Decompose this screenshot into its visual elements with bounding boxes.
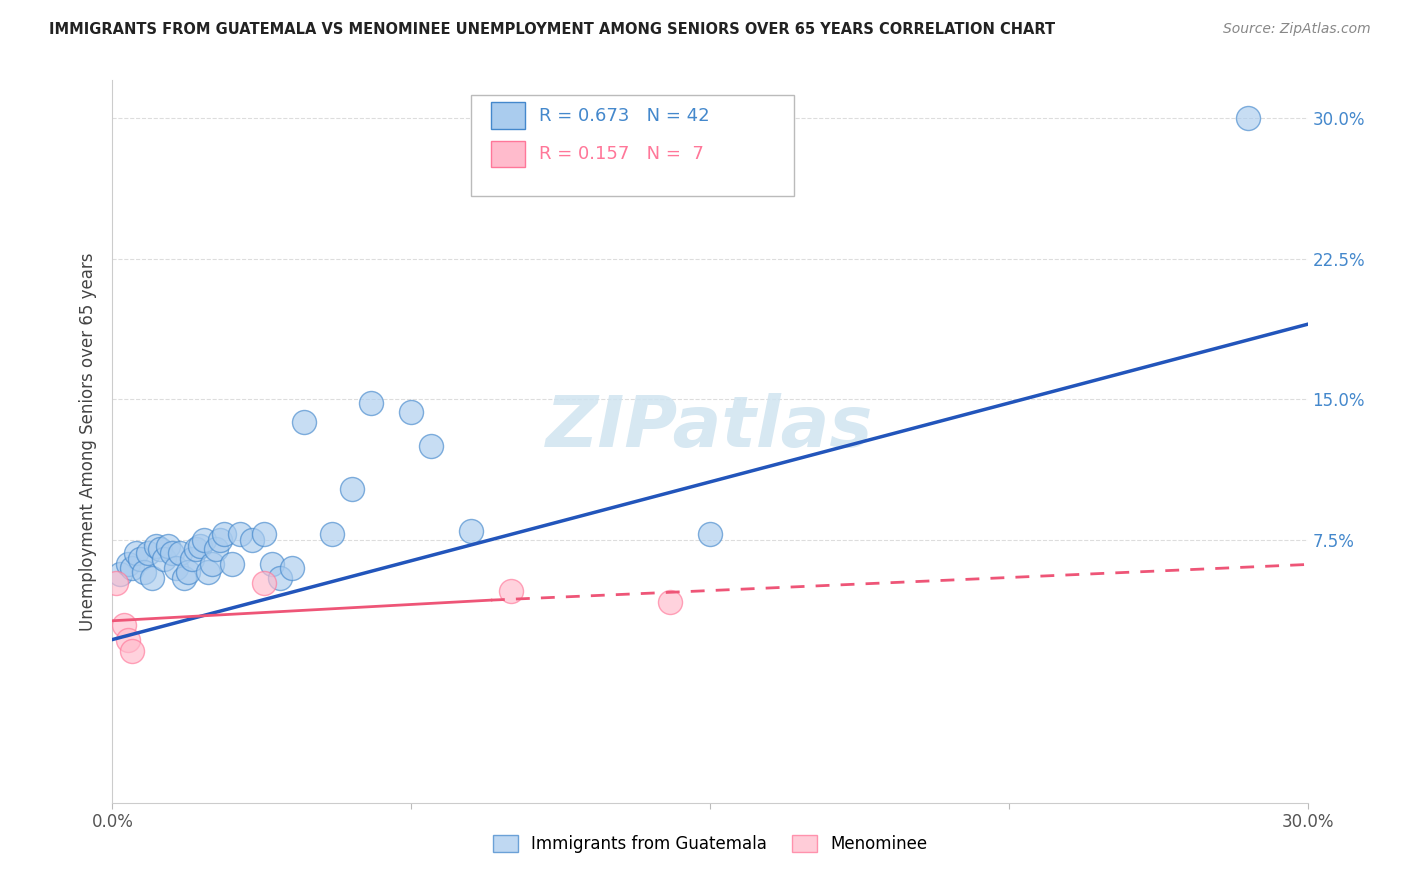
Text: R = 0.157   N =  7: R = 0.157 N = 7 [538,145,704,163]
Text: IMMIGRANTS FROM GUATEMALA VS MENOMINEE UNEMPLOYMENT AMONG SENIORS OVER 65 YEARS : IMMIGRANTS FROM GUATEMALA VS MENOMINEE U… [49,22,1056,37]
Legend: Immigrants from Guatemala, Menominee: Immigrants from Guatemala, Menominee [486,828,934,860]
Point [157,539,180,553]
FancyBboxPatch shape [491,141,524,167]
Point [229,527,252,541]
Point [141,571,163,585]
Point [197,565,219,579]
Point [201,558,224,572]
Text: ZIPatlas: ZIPatlas [547,392,873,461]
Point [121,644,143,658]
Point [138,546,160,560]
Point [186,542,208,557]
Point [221,558,243,572]
Point [181,551,204,566]
Point [260,558,283,572]
Point [149,542,172,557]
Point [165,561,187,575]
Point [117,558,139,572]
Text: Source: ZipAtlas.com: Source: ZipAtlas.com [1223,22,1371,37]
Point [659,595,682,609]
Point [125,546,148,560]
Point [460,524,482,538]
Point [193,533,215,547]
Point [253,576,276,591]
Point [499,583,522,598]
Point [129,551,152,566]
Point [153,551,176,566]
Point [1237,111,1260,125]
Point [188,539,211,553]
Point [105,576,128,591]
Point [121,561,143,575]
FancyBboxPatch shape [491,103,524,128]
Point [292,415,315,429]
Point [110,566,132,581]
Point [360,396,382,410]
Point [420,439,443,453]
Point [169,546,191,560]
Point [699,527,721,541]
Point [209,533,232,547]
Y-axis label: Unemployment Among Seniors over 65 years: Unemployment Among Seniors over 65 years [79,252,97,631]
Point [401,405,423,419]
Point [269,571,291,585]
Point [145,539,167,553]
Point [117,632,139,647]
Text: R = 0.673   N = 42: R = 0.673 N = 42 [538,106,710,125]
Point [253,527,276,541]
Point [114,617,135,632]
Point [240,533,263,547]
Point [162,546,183,560]
Point [134,565,156,579]
Point [205,542,228,557]
FancyBboxPatch shape [471,95,794,196]
Point [340,483,363,497]
Point [212,527,235,541]
Point [321,527,343,541]
Point [173,571,195,585]
Point [177,565,200,579]
Point [281,561,304,575]
